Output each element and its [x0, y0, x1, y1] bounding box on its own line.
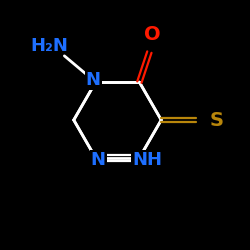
Text: N: N — [86, 70, 100, 88]
Text: N: N — [90, 152, 106, 170]
Text: NH: NH — [132, 152, 162, 170]
Text: N: N — [86, 70, 100, 88]
Text: S: S — [209, 110, 223, 130]
Text: N: N — [90, 152, 106, 170]
Text: H₂N: H₂N — [30, 37, 68, 55]
Text: O: O — [144, 25, 160, 44]
Text: NH: NH — [132, 152, 162, 170]
